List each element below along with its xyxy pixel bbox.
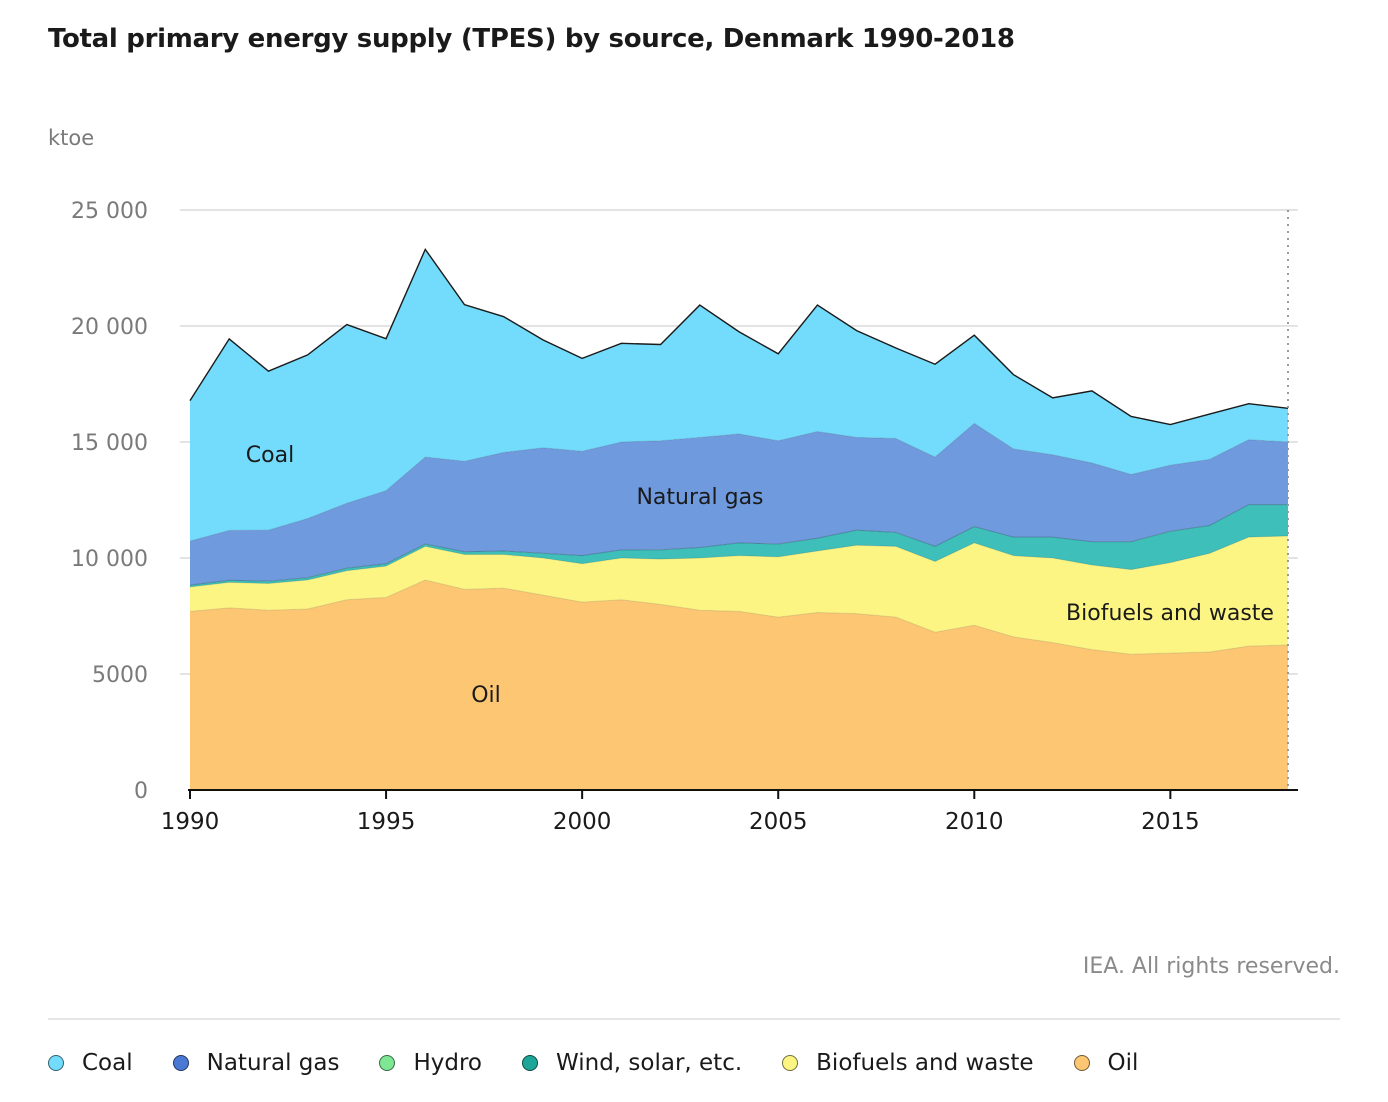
legend-item-coal[interactable]: Coal <box>48 1050 133 1076</box>
legend-swatch-hydro <box>379 1055 396 1071</box>
legend-divider <box>48 1018 1340 1020</box>
layer-boundary <box>189 422 1289 542</box>
area-natural-gas <box>190 423 1288 586</box>
x-tick-label: 2005 <box>749 809 808 835</box>
y-axis-unit-label: ktoe <box>48 126 95 150</box>
x-tick-label: 2000 <box>553 809 612 835</box>
y-tick-label: 15 000 <box>71 431 148 456</box>
stacked-area-chart: 0 5000 10 000 15 000 20 000 25 000 1990 1995 200… <box>71 199 1298 835</box>
y-tick-label: 25 000 <box>71 199 148 224</box>
x-tick-label: 2010 <box>945 809 1004 835</box>
area-wind-solar-etc <box>190 504 1288 587</box>
chart-title: Total primary energy supply (TPES) by so… <box>48 24 1015 54</box>
legend: Coal Natural gas Hydro Wind, solar, etc.… <box>48 1050 1178 1076</box>
x-tick-label: 2015 <box>1141 809 1200 835</box>
copyright-notice: IEA. All rights reserved. <box>1082 954 1340 979</box>
legend-swatch-wind-solar <box>521 1055 538 1071</box>
legend-item-oil[interactable]: Oil <box>1073 1050 1139 1076</box>
legend-swatch-natural-gas <box>172 1055 189 1071</box>
legend-label-biofuels: Biofuels and waste <box>816 1050 1034 1076</box>
legend-item-wind-solar[interactable]: Wind, solar, etc. <box>521 1050 743 1076</box>
legend-label-wind-solar: Wind, solar, etc. <box>555 1050 743 1076</box>
y-tick-label: 0 <box>134 779 148 804</box>
area-oil <box>190 580 1288 790</box>
layer-boundary <box>189 504 1288 586</box>
legend-item-hydro[interactable]: Hydro <box>379 1050 482 1076</box>
total-outline <box>189 247 1289 426</box>
layer-boundary <box>189 579 1289 655</box>
layer-boundary <box>189 504 1288 586</box>
y-tick-label: 10 000 <box>71 547 148 572</box>
area-coal <box>190 249 1288 541</box>
area-label-biofuels-and-waste: Biofuels and waste <box>1066 601 1274 626</box>
legend-swatch-coal <box>48 1055 64 1071</box>
area-label-coal: Coal <box>246 443 294 468</box>
layer-boundary <box>189 535 1289 588</box>
legend-swatch-biofuels <box>782 1055 799 1071</box>
legend-swatch-oil <box>1073 1055 1090 1071</box>
legend-label-oil: Oil <box>1107 1050 1139 1076</box>
area-biofuels-and-waste <box>190 535 1288 655</box>
y-tick-label: 20 000 <box>71 315 148 340</box>
x-tick-label: 1995 <box>357 809 416 835</box>
legend-label-natural-gas: Natural gas <box>206 1050 340 1076</box>
x-tick-label: 1990 <box>161 809 220 835</box>
y-tick-label: 5000 <box>92 663 148 688</box>
legend-item-natural-gas[interactable]: Natural gas <box>172 1050 340 1076</box>
area-label-oil: Oil <box>471 683 501 708</box>
legend-label-hydro: Hydro <box>413 1050 482 1076</box>
area-label-natural-gas: Natural gas <box>636 485 763 510</box>
legend-item-biofuels[interactable]: Biofuels and waste <box>782 1050 1034 1076</box>
legend-label-coal: Coal <box>82 1050 133 1076</box>
